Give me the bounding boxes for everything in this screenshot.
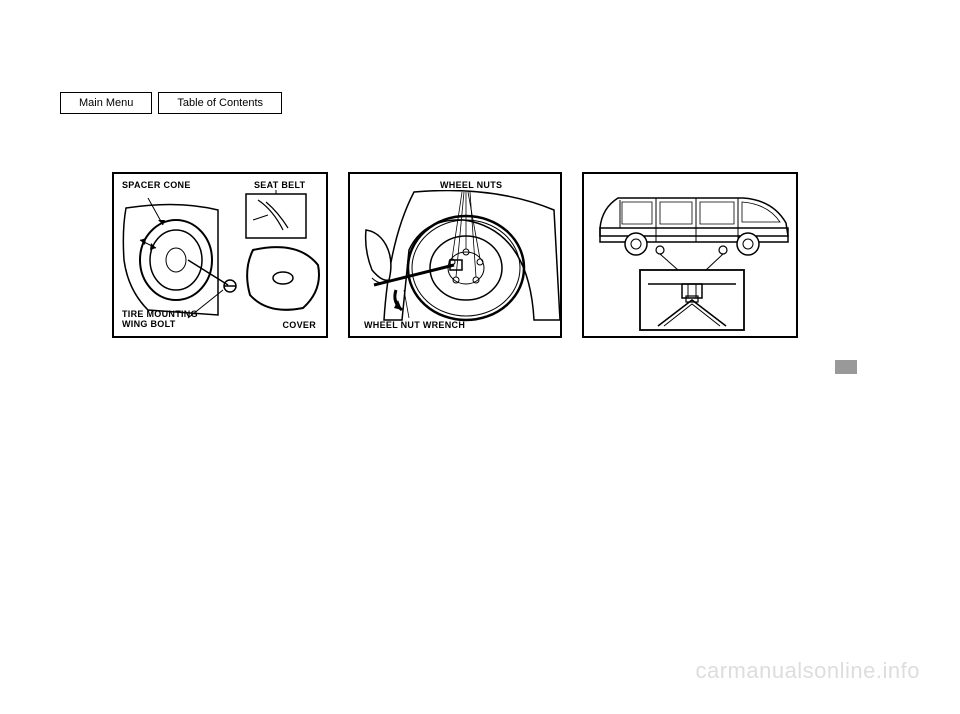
figure-spare-tire: SPACER CONE SEAT BELT: [112, 172, 328, 338]
toc-button[interactable]: Table of Contents: [158, 92, 282, 114]
main-menu-button[interactable]: Main Menu: [60, 92, 152, 114]
wheel-nuts-diagram: [354, 190, 560, 322]
label-wheel-nuts: WHEEL NUTS: [440, 180, 502, 190]
figure-row: SPACER CONE SEAT BELT: [112, 172, 798, 338]
label-cover: COVER: [282, 320, 316, 330]
label-tire-mounting-bolt: TIRE MOUNTINGWING BOLT: [122, 310, 198, 330]
watermark: carmanualsonline.info: [695, 658, 920, 684]
page-tab: [835, 360, 857, 374]
figure-jack-points: [582, 172, 798, 338]
spare-tire-diagram: [118, 190, 326, 322]
van-diagram: [588, 178, 796, 336]
label-seat-belt: SEAT BELT: [254, 180, 305, 190]
figure-wheel-nuts: WHEEL NUTS: [348, 172, 562, 338]
label-wheel-nut-wrench: WHEEL NUT WRENCH: [364, 320, 465, 330]
label-spacer-cone: SPACER CONE: [122, 180, 191, 190]
